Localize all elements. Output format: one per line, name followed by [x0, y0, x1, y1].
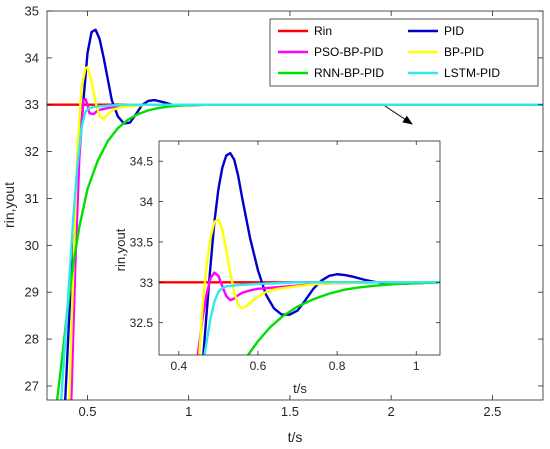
inset-x-axis-label: t/s — [293, 381, 307, 396]
inset-axes-frame — [158, 140, 441, 356]
main-x-axis-label: t/s — [288, 429, 303, 445]
legend-box — [269, 18, 539, 87]
legend-label-lstm-pid: LSTM-PID — [444, 66, 500, 80]
legend-label-rin: Rin — [314, 24, 332, 38]
main-series-group — [47, 28, 543, 400]
inset-series-rnn-bp-pid — [246, 281, 440, 355]
legend-label-pso-bp-pid: PSO-BP-PID — [314, 45, 384, 59]
inset-y-axis: 32.5 33 33.5 34 34.5 — [130, 155, 440, 330]
inset-x-tick-label: 0.4 — [170, 359, 187, 373]
main-y-tick-label: 33 — [25, 97, 39, 112]
main-y-tick-label: 34 — [25, 50, 39, 65]
inset-x-axis: 0.4 0.6 0.8 1 — [170, 141, 420, 373]
main-x-tick-label: 2.5 — [483, 404, 501, 419]
inset-y-tick-label: 34.5 — [130, 155, 154, 169]
inset-plot: 0.4 0.6 0.8 1 32.5 33 33.5 34 34.5 t/s rin,yout — [113, 140, 441, 396]
inset-x-tick-label: 0.6 — [250, 359, 267, 373]
main-series-pid — [64, 28, 543, 400]
inset-x-tick-label: 1 — [413, 359, 420, 373]
main-y-axis-label: rin,yout — [1, 182, 17, 228]
main-series-lstm-pid — [59, 103, 543, 400]
main-y-tick-label: 35 — [25, 4, 39, 19]
inset-series-pid — [202, 151, 440, 355]
main-x-tick-label: 2 — [388, 404, 395, 419]
main-x-tick-label: 0.5 — [78, 404, 96, 419]
main-y-tick-label: 30 — [25, 238, 39, 253]
main-x-tick-label: 1 — [185, 404, 192, 419]
legend-label-rnn-bp-pid: RNN-BP-PID — [314, 66, 384, 80]
inset-y-tick-label: 33.5 — [130, 235, 154, 249]
legend-label-bp-pid: BP-PID — [444, 45, 484, 59]
zoom-arrow — [384, 105, 413, 125]
inset-series-lstm-pid — [203, 281, 440, 355]
main-y-tick-label: 32 — [25, 144, 39, 159]
inset-y-tick-label: 33 — [140, 276, 154, 290]
inset-series-group — [159, 151, 440, 355]
main-y-tick-label: 29 — [25, 285, 39, 300]
inset-y-tick-label: 34 — [140, 195, 154, 209]
legend: Rin PID PSO-BP-PID BP-PID RNN-BP-PID LSTM-PID — [269, 18, 539, 87]
inset-y-axis-label: rin,yout — [113, 228, 128, 271]
main-series-bp-pid — [68, 66, 543, 400]
inset-series-bp-pid — [198, 218, 440, 355]
main-y-tick-label: 31 — [25, 191, 39, 206]
main-y-tick-label: 28 — [25, 332, 39, 347]
main-axes-frame — [46, 10, 544, 401]
main-y-axis: 27 28 29 30 31 32 33 34 35 — [25, 4, 543, 393]
main-y-tick-label: 27 — [25, 378, 39, 393]
main-x-tick-label: 1.5 — [281, 404, 299, 419]
main-x-axis: 0.5 1 1.5 2 2.5 — [78, 11, 501, 419]
inset-y-tick-label: 32.5 — [130, 316, 154, 330]
legend-label-pid: PID — [444, 24, 464, 38]
inset-x-tick-label: 0.8 — [329, 359, 346, 373]
